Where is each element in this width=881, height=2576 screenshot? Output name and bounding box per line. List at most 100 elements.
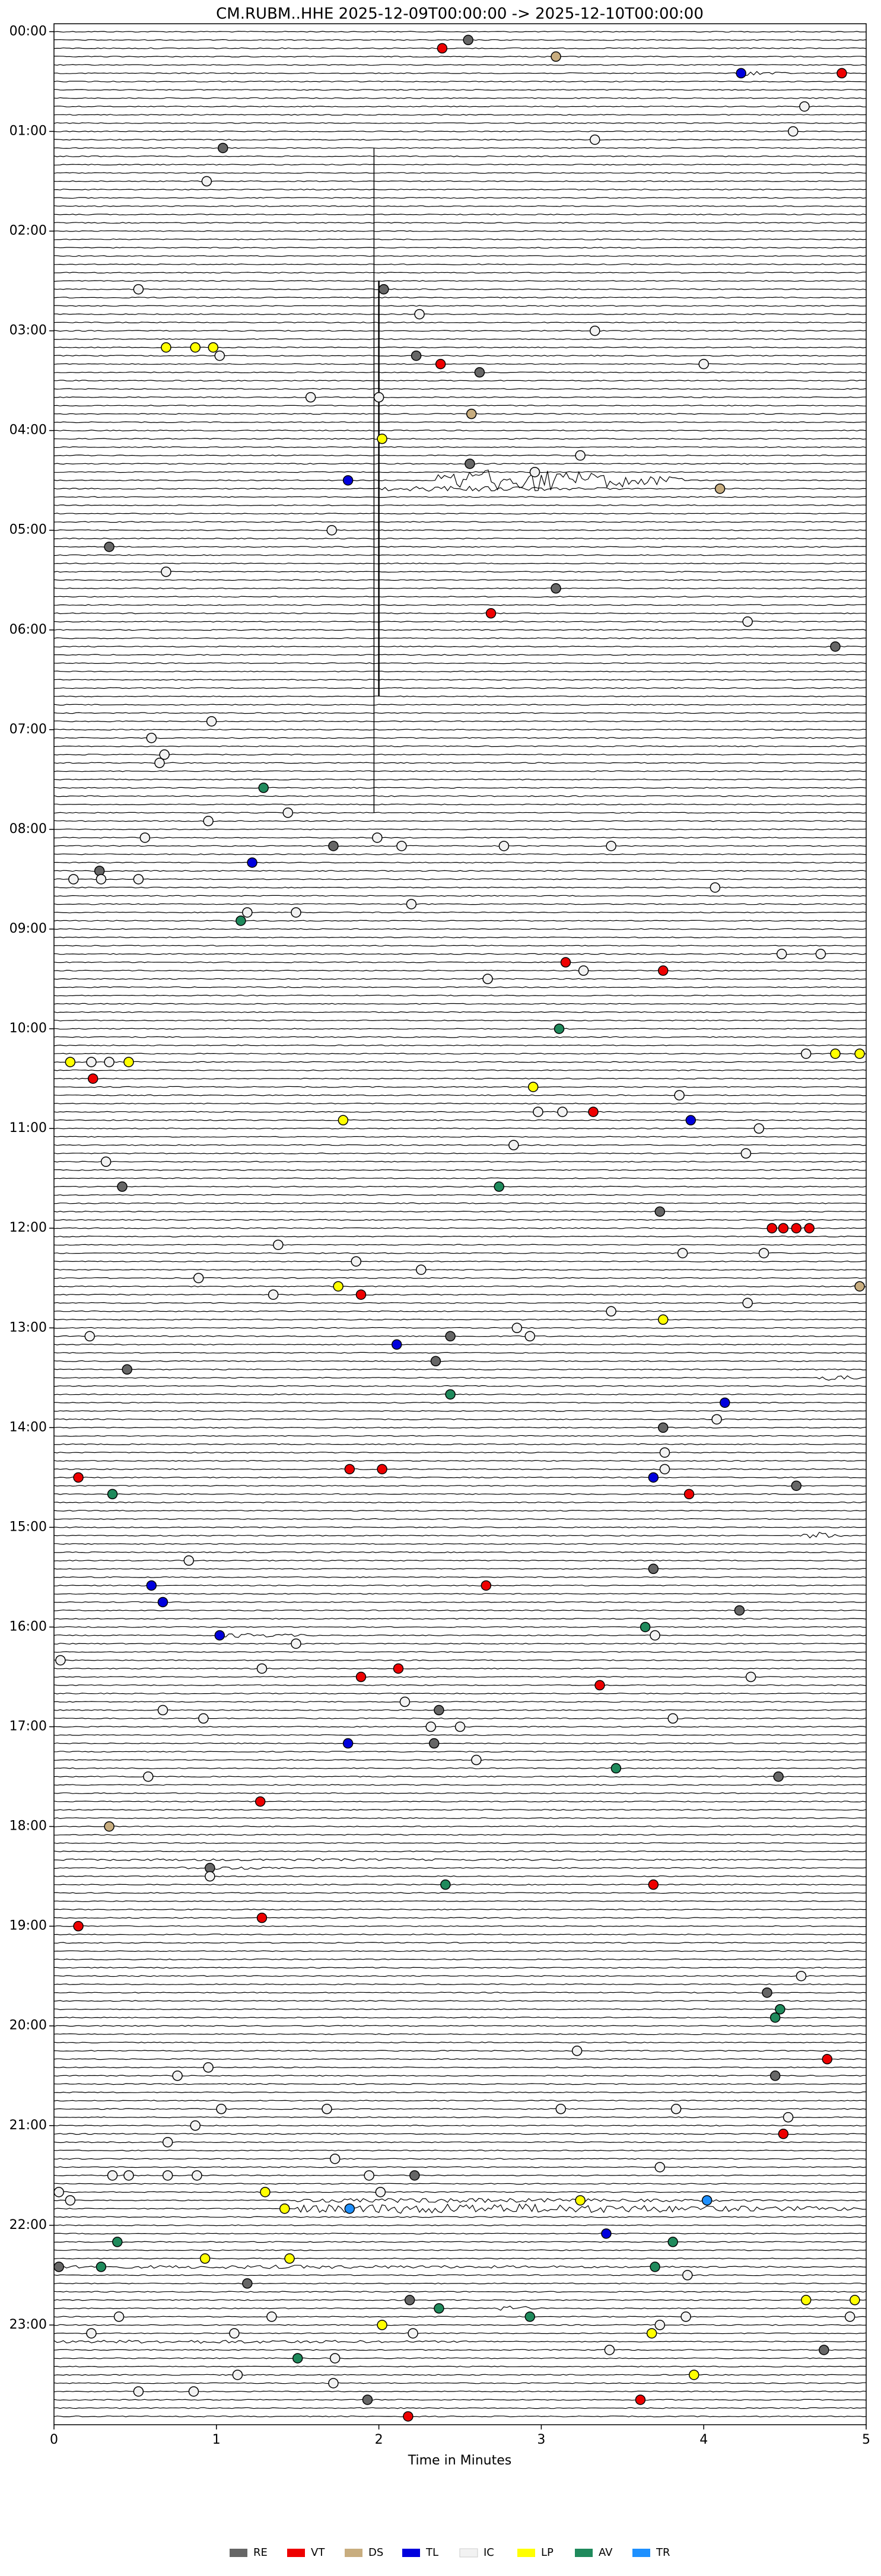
trace (53, 662, 867, 664)
trace (53, 2399, 867, 2401)
event-marker (650, 2262, 660, 2272)
trace (53, 1958, 867, 1961)
trace (53, 2299, 867, 2301)
event-marker (819, 2345, 829, 2355)
event-marker (409, 2170, 420, 2181)
trace (53, 1459, 867, 1462)
trace (53, 463, 867, 465)
trace (53, 2050, 867, 2052)
trace (53, 546, 867, 548)
trace (53, 2125, 867, 2127)
trace (53, 1393, 867, 1395)
trace (53, 1293, 867, 1296)
trace (53, 396, 866, 399)
event-marker (232, 2370, 243, 2380)
legend-label: TL (425, 2546, 438, 2559)
event-marker (667, 2237, 678, 2247)
trace (53, 1501, 867, 1503)
trace (53, 172, 867, 174)
event-marker (445, 1389, 456, 1400)
trace (53, 994, 867, 997)
event-marker (355, 1671, 367, 1683)
event-marker (84, 1331, 95, 1342)
event-marker (799, 101, 810, 112)
trace (53, 71, 867, 77)
event-marker (635, 2394, 646, 2405)
event-marker (372, 832, 383, 843)
trace (53, 1468, 867, 1470)
event-marker (183, 1555, 195, 1566)
trace (53, 1435, 867, 1437)
trace (53, 504, 867, 507)
trace (53, 1983, 867, 1986)
event-marker (258, 783, 269, 793)
event-marker (524, 1331, 535, 1342)
trace (53, 1177, 867, 1179)
event-marker (533, 1106, 543, 1117)
y-tick-label: 13:00 (9, 1320, 47, 1335)
trace (53, 1618, 867, 1620)
event-marker (65, 1057, 76, 1067)
event-marker (850, 2295, 860, 2305)
y-tick-label: 07:00 (9, 722, 47, 737)
event-marker (606, 1306, 616, 1317)
event-marker (830, 641, 841, 652)
trace (53, 214, 867, 215)
event-marker (399, 1696, 411, 1707)
event-marker (242, 2278, 253, 2289)
event-marker (377, 1464, 387, 1475)
trace (53, 1144, 867, 1146)
trace (53, 1892, 867, 1894)
trace (53, 80, 867, 82)
trace (53, 2332, 867, 2335)
event-marker (604, 2345, 615, 2355)
event-marker (161, 342, 171, 353)
trace (53, 1044, 867, 1047)
y-tick-label: 05:00 (9, 523, 47, 538)
trace (53, 1260, 867, 1262)
trace (53, 1152, 867, 1155)
trace (53, 579, 867, 581)
event-marker (157, 1704, 168, 1716)
trace (54, 1543, 867, 1545)
trace (53, 106, 867, 107)
event-marker (355, 1289, 367, 1300)
trace (53, 1136, 867, 1138)
trace (53, 1127, 867, 1130)
trace (53, 2324, 867, 2326)
trace (53, 1917, 867, 1919)
trace (53, 1801, 867, 1803)
trace (54, 55, 867, 58)
trace (53, 596, 867, 598)
x-tick-label: 3 (537, 2432, 545, 2447)
trace (53, 469, 867, 491)
event-marker (776, 949, 787, 959)
event-marker (701, 2195, 713, 2206)
trace (53, 2339, 867, 2344)
event-marker (796, 1970, 807, 1982)
y-tick-label: 01:00 (9, 123, 47, 138)
event-marker (481, 1580, 492, 1591)
trace (53, 355, 867, 357)
trace (53, 2232, 867, 2235)
trace (53, 1252, 867, 1254)
trace (53, 1418, 867, 1420)
trace (53, 189, 867, 190)
event-marker (344, 1464, 355, 1475)
trace (53, 1235, 867, 1238)
trace (53, 1850, 867, 1853)
trace (54, 1967, 867, 1969)
legend-swatch (459, 2548, 478, 2558)
legend-label: VT (311, 2546, 325, 2559)
trace (53, 1567, 867, 1570)
event-marker (800, 2295, 812, 2305)
event-marker (667, 1713, 678, 1724)
event-marker (404, 2295, 415, 2305)
trace (53, 1659, 867, 1661)
event-marker (571, 2046, 583, 2056)
trace (53, 1335, 867, 1337)
trace (53, 1169, 867, 1171)
event-marker (256, 1663, 268, 1674)
trace (53, 155, 867, 157)
event-marker (198, 1713, 209, 1724)
